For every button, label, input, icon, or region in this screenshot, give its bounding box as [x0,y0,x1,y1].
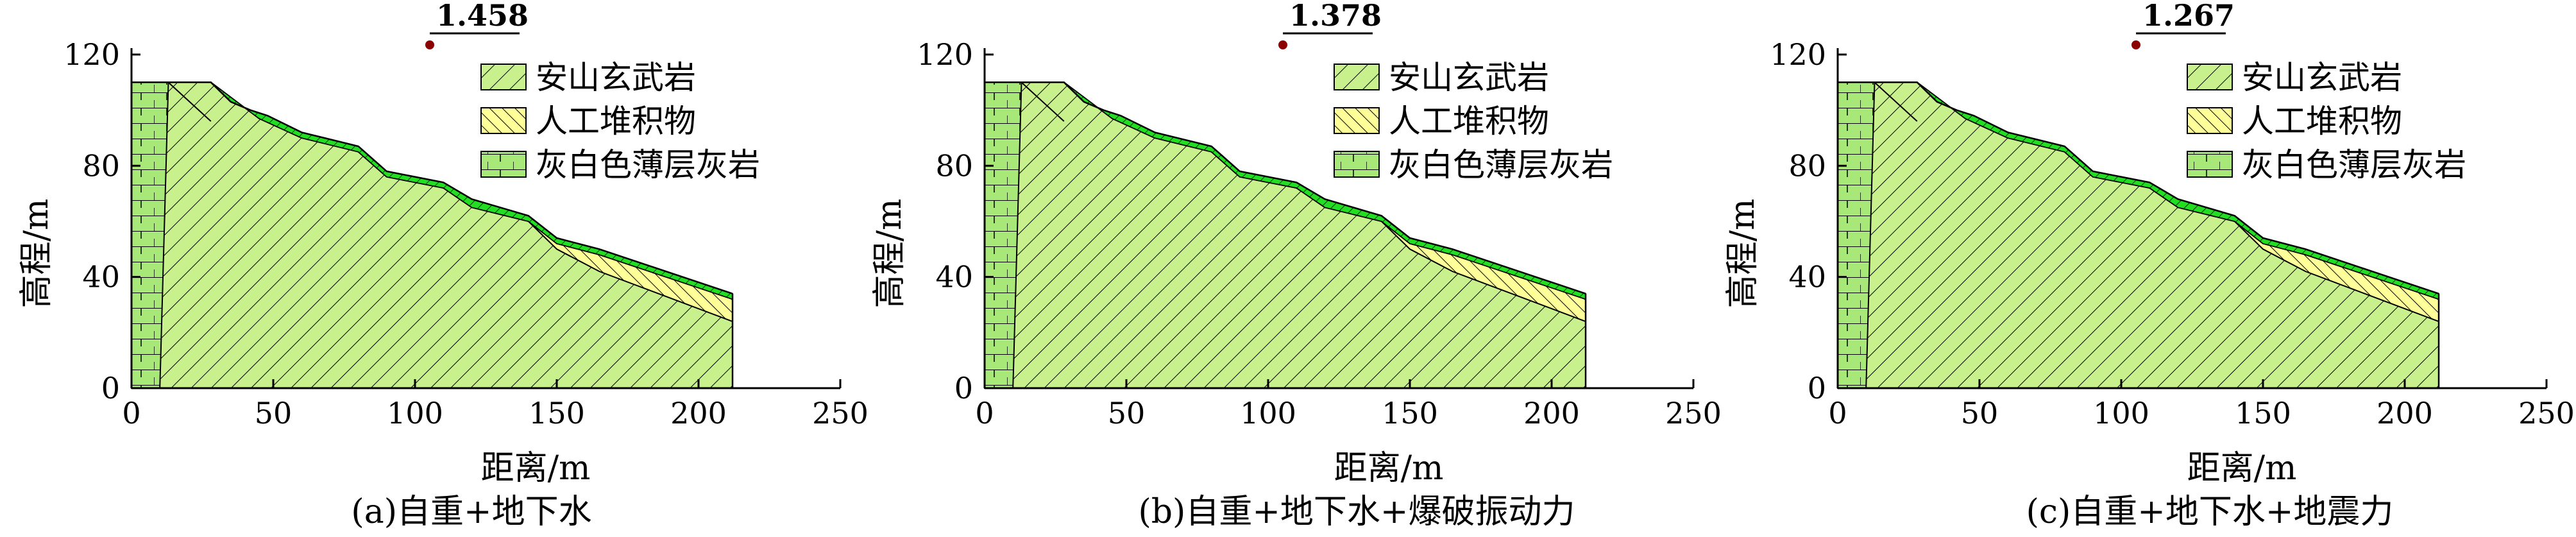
legend-swatch [480,64,527,90]
panel-a: 0 50 100 150 200 250 0 40 80 120 1.458 安山玄武岩人工堆积物… [17,0,869,531]
x-tick-label: 100 [387,396,443,430]
x-tick-label: 50 [1961,396,1999,430]
surface-line [985,81,1586,294]
y-tick-label: 120 [1770,37,1826,72]
panel-b: 0 50 100 150 200 250 0 40 80 120 1.378 安山玄武岩人工堆积物… [870,0,1722,531]
panel-c: 0 50 100 150 200 250 0 40 80 120 1.267 安山玄武岩人工堆积物… [1724,0,2575,531]
legend-label: 安山玄武岩 [1389,59,1549,96]
wedge-line [1021,81,1065,122]
y-tick-label: 120 [917,37,973,72]
y-tick-label: 40 [1788,260,1826,294]
legend-label: 灰白色薄层灰岩 [2242,146,2466,183]
legend-label: 人工堆积物 [536,103,696,140]
x-tick-label: 50 [1108,396,1146,430]
slip-center-marker [1278,40,1287,49]
slip-center-marker [425,40,434,49]
y-tick-label: 120 [64,37,120,72]
x-tick-label: 0 [122,396,140,430]
x-tick-label: 0 [1828,396,1847,430]
y-tick-label: 0 [101,371,120,405]
x-tick-label: 150 [529,396,585,430]
x-tick-label: 50 [255,396,292,430]
safety-factor: 1.378 [1278,0,1382,49]
factor-label: 1.378 [1289,0,1382,33]
y-axis-label: 高程/m [1724,199,1762,309]
legend-swatch [480,151,527,178]
y-tick-label: 80 [82,148,120,183]
surface-line [1838,81,2439,294]
legend-label: 灰白色薄层灰岩 [536,146,760,183]
x-tick-label: 250 [812,396,869,430]
panel-caption: (c)自重+地下水+地震力 [2026,493,2394,531]
x-tick-label: 200 [670,396,727,430]
y-axis-label: 高程/m [17,199,56,309]
panel-caption: (b)自重+地下水+爆破振动力 [1138,493,1575,531]
legend-swatch [2187,64,2233,90]
legend-label: 安山玄武岩 [2242,59,2402,96]
legend-label: 人工堆积物 [1389,103,1549,140]
y-tick-label: 0 [1808,371,1826,405]
y-tick-label: 40 [82,260,120,294]
legend-swatch [480,107,527,134]
factor-label: 1.267 [2142,0,2235,33]
x-tick-label: 100 [1240,396,1296,430]
x-tick-label: 150 [2235,396,2291,430]
slope-profile [131,81,734,389]
x-tick-label: 150 [1382,396,1438,430]
y-tick-label: 40 [935,260,973,294]
y-tick-label: 0 [954,371,973,405]
legend-swatch [1334,151,1380,178]
x-tick-label: 250 [1665,396,1722,430]
legend-label: 安山玄武岩 [536,59,696,96]
safety-factor: 1.458 [425,0,529,49]
y-tick-label: 80 [935,148,973,183]
legend-label: 人工堆积物 [2242,103,2402,140]
legend-swatch [1334,107,1380,134]
wedge-line [1874,81,1918,122]
legend-swatch [2187,151,2233,178]
axes: 0 50 100 150 200 250 0 40 80 120 [1770,37,2575,430]
factor-label: 1.458 [436,0,529,33]
legend-label: 灰白色薄层灰岩 [1389,146,1613,183]
y-tick-label: 80 [1788,148,1826,183]
x-tick-label: 200 [2377,396,2433,430]
surface-line [131,81,733,294]
x-tick-label: 250 [2518,396,2575,430]
legend-swatch [2187,107,2233,134]
y-axis-label: 高程/m [870,199,909,309]
axes: 0 50 100 150 200 250 0 40 80 120 [917,37,1722,430]
slip-center-marker [2131,40,2140,49]
wedge-line [167,81,212,122]
x-axis-label: 距离/m [2187,449,2297,488]
x-axis-label: 距离/m [481,449,591,488]
safety-factor: 1.267 [2131,0,2235,49]
x-axis-label: 距离/m [1334,449,1444,488]
axes: 0 50 100 150 200 250 0 40 80 120 [64,37,869,430]
slope-profile [984,81,1587,389]
legend-swatch [1334,64,1380,90]
slope-profile [1837,81,2440,389]
panel-caption: (a)自重+地下水 [351,493,591,531]
x-tick-label: 0 [975,396,994,430]
x-tick-label: 200 [1523,396,1580,430]
x-tick-label: 100 [2093,396,2149,430]
